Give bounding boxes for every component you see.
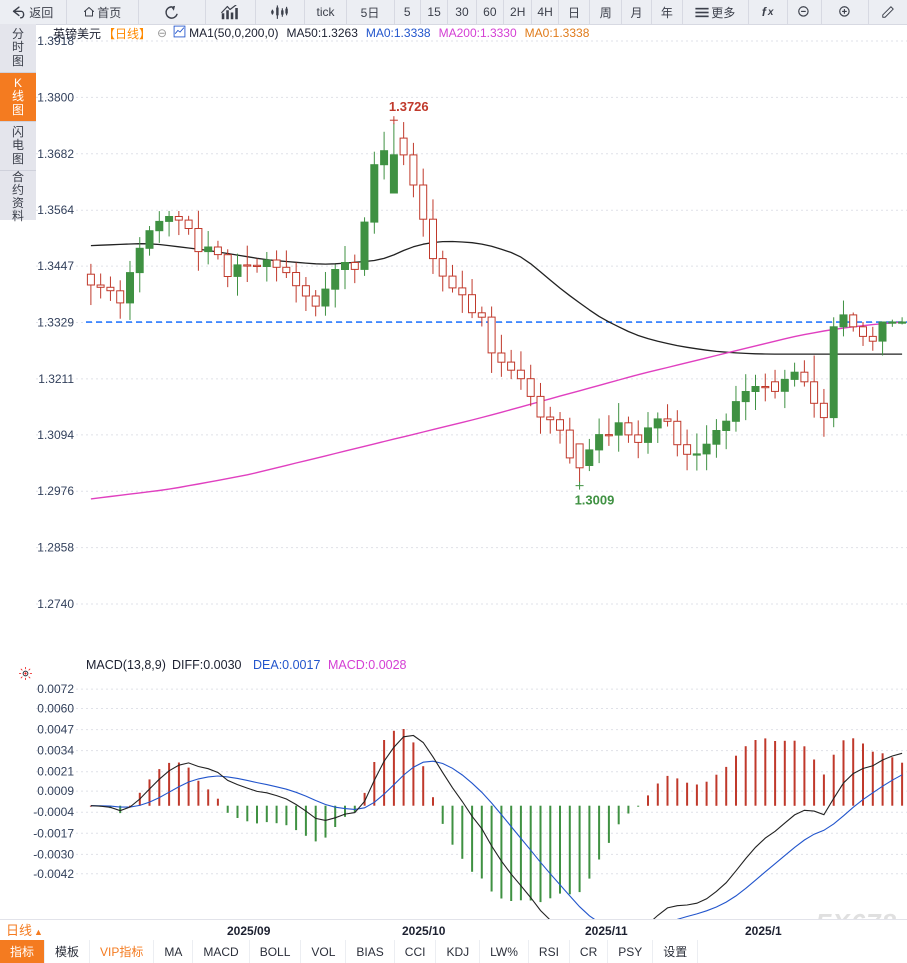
- svg-text:1.3726: 1.3726: [389, 99, 429, 114]
- svg-text:0.0060: 0.0060: [37, 702, 74, 716]
- svg-text:1.2740: 1.2740: [37, 597, 74, 611]
- svg-text:1.3329: 1.3329: [37, 316, 74, 330]
- svg-text:1.3800: 1.3800: [37, 90, 74, 104]
- svg-text:1.2976: 1.2976: [37, 484, 74, 498]
- svg-text:0.0047: 0.0047: [37, 723, 74, 737]
- svg-text:-0.0017: -0.0017: [33, 826, 74, 840]
- svg-text:1.3682: 1.3682: [37, 147, 74, 161]
- svg-text:0.0034: 0.0034: [37, 744, 74, 758]
- svg-text:1.2858: 1.2858: [37, 541, 74, 555]
- svg-text:-0.0004: -0.0004: [33, 805, 74, 819]
- svg-text:0.0021: 0.0021: [37, 765, 74, 779]
- svg-text:DEA:0.0017: DEA:0.0017: [253, 658, 320, 672]
- svg-text:MACD:0.0028: MACD:0.0028: [328, 658, 407, 672]
- svg-text:1.3447: 1.3447: [37, 259, 74, 273]
- svg-text:MACD(13,8,9): MACD(13,8,9): [86, 658, 166, 672]
- svg-text:0.0009: 0.0009: [37, 784, 74, 798]
- svg-text:-0.0030: -0.0030: [33, 847, 74, 861]
- svg-text:1.3009: 1.3009: [575, 493, 615, 508]
- svg-text:0.0072: 0.0072: [37, 682, 74, 696]
- svg-text:-0.0042: -0.0042: [33, 867, 74, 881]
- svg-text:DIFF:0.0030: DIFF:0.0030: [172, 658, 242, 672]
- svg-text:1.3094: 1.3094: [37, 428, 74, 442]
- svg-text:1.3564: 1.3564: [37, 203, 74, 217]
- svg-text:1.3211: 1.3211: [38, 372, 74, 386]
